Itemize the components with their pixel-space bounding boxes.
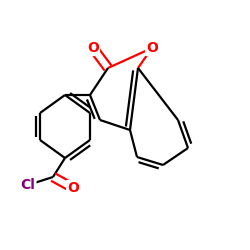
Text: O: O bbox=[67, 181, 79, 195]
Text: O: O bbox=[87, 41, 99, 55]
Text: Cl: Cl bbox=[20, 178, 36, 192]
Text: O: O bbox=[146, 41, 158, 55]
